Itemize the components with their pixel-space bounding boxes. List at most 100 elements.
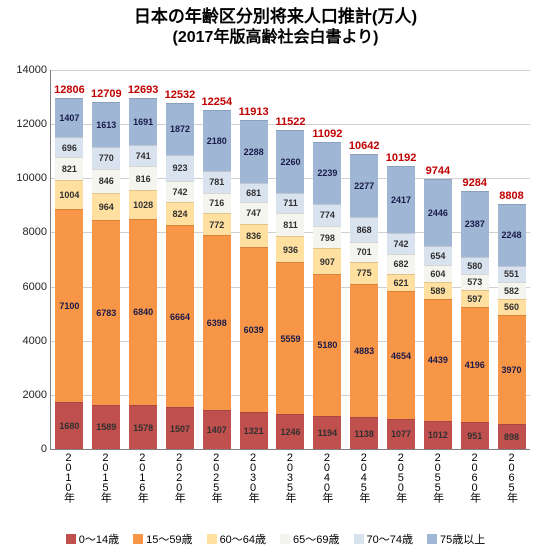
segment-value: 1589 — [96, 422, 116, 432]
segment-value: 4654 — [391, 351, 411, 361]
segment-value: 2180 — [207, 136, 227, 146]
bar-segment: 1194 — [313, 416, 341, 449]
bar-segment: 1680 — [55, 402, 83, 449]
segment-value: 824 — [172, 209, 187, 219]
bar-segment: 1691 — [129, 98, 157, 145]
segment-value: 573 — [467, 277, 482, 287]
segment-value: 6398 — [207, 318, 227, 328]
segment-value: 741 — [136, 151, 151, 161]
bar-segment: 1012 — [424, 421, 452, 449]
bar-total-label: 12806 — [54, 84, 85, 96]
bar-column: 11384883775701868227710642 — [350, 154, 378, 449]
x-tick-label: 2045年 — [356, 452, 372, 501]
segment-value: 682 — [394, 259, 409, 269]
segment-value: 846 — [99, 176, 114, 186]
bar-segment: 2239 — [313, 142, 341, 204]
y-tick-label: 6000 — [23, 281, 51, 293]
bar-column: 11945180907798774223911092 — [313, 142, 341, 449]
bar-segment: 711 — [276, 193, 304, 213]
segment-value: 1004 — [59, 190, 79, 200]
bar-column: 13216039836747681228811913 — [240, 120, 268, 449]
segment-value: 3970 — [502, 365, 522, 375]
bar-total-label: 10642 — [349, 140, 380, 152]
legend-item: 75歳以上 — [427, 531, 485, 547]
bar-segment: 2417 — [387, 166, 415, 233]
bar-total-label: 10192 — [386, 152, 417, 164]
segment-value: 2288 — [244, 147, 264, 157]
segment-value: 1246 — [280, 427, 300, 437]
legend-item: 15～59歳 — [133, 531, 192, 547]
segment-value: 589 — [430, 286, 445, 296]
bar-segment: 696 — [55, 137, 83, 157]
x-tick-label: 2050年 — [393, 452, 409, 501]
segment-value: 747 — [246, 208, 261, 218]
legend-item: 70～74歳 — [354, 531, 413, 547]
plot-area: 0200040006000800010000120001400016807100… — [50, 70, 530, 450]
bars-row: 1680710010048216961407128061589678396484… — [51, 70, 530, 449]
segment-value: 811 — [283, 220, 298, 230]
legend-label: 0～14歳 — [79, 531, 119, 547]
segment-value: 1680 — [59, 421, 79, 431]
bar-segment: 2180 — [203, 110, 231, 170]
segment-value: 6840 — [133, 307, 153, 317]
y-tick-label: 10000 — [16, 172, 51, 184]
bar-segment: 774 — [313, 204, 341, 226]
segment-value: 6664 — [170, 312, 190, 322]
segment-value: 621 — [394, 278, 409, 288]
bar-column: 1012443958960465424469744 — [424, 179, 452, 449]
bar-segment: 1407 — [55, 98, 83, 137]
bar-segment: 1589 — [92, 405, 120, 449]
bar-segment: 5180 — [313, 274, 341, 416]
legend-item: 65～69歳 — [280, 531, 339, 547]
bar-segment: 898 — [498, 424, 526, 449]
bar-segment: 4196 — [461, 307, 489, 422]
bar-total-label: 8808 — [499, 190, 523, 202]
bar-segment: 770 — [92, 147, 120, 169]
chart-titles: 日本の年齢区分別将来人口推計(万人) (2017年版高齢社会白書より) — [0, 0, 551, 49]
segment-value: 1507 — [170, 424, 190, 434]
segment-value: 2260 — [280, 157, 300, 167]
segment-value: 604 — [430, 269, 445, 279]
bar-segment: 742 — [387, 233, 415, 254]
y-tick-label: 4000 — [23, 335, 51, 347]
segment-value: 798 — [320, 233, 335, 243]
bar-column: 15896783964846770161312709 — [92, 102, 120, 449]
x-tick-label: 2055年 — [430, 452, 446, 501]
bar-segment: 6039 — [240, 247, 268, 412]
segment-value: 1138 — [354, 429, 374, 439]
legend-item: 0～14歳 — [66, 531, 119, 547]
x-tick-label: 2020年 — [171, 452, 187, 501]
segment-value: 1194 — [318, 428, 338, 438]
bar-segment: 2248 — [498, 204, 526, 266]
bar-segment: 836 — [240, 224, 268, 248]
bar-segment: 573 — [461, 274, 489, 291]
bar-total-label: 9284 — [462, 177, 486, 189]
legend-swatch — [427, 534, 437, 544]
y-tick-label: 12000 — [16, 118, 51, 130]
segment-value: 836 — [246, 231, 261, 241]
x-tick-label: 2010年 — [60, 452, 76, 501]
bar-segment: 597 — [461, 290, 489, 307]
legend-swatch — [354, 534, 364, 544]
legend-swatch — [207, 534, 217, 544]
y-tick-label: 14000 — [16, 64, 51, 76]
bar-segment: 621 — [387, 274, 415, 292]
bar-column: 168071001004821696140712806 — [55, 98, 83, 449]
bar-segment: 604 — [424, 265, 452, 282]
bar-segment: 741 — [129, 145, 157, 166]
bar-segment: 4654 — [387, 291, 415, 418]
x-tick-label: 2016年 — [134, 452, 150, 501]
bar-total-label: 12693 — [128, 84, 159, 96]
segment-value: 951 — [467, 431, 482, 441]
segment-value: 4883 — [354, 346, 374, 356]
legend-swatch — [280, 534, 290, 544]
bar-total-label: 11522 — [275, 116, 305, 128]
bar-segment: 682 — [387, 254, 415, 274]
segment-value: 2277 — [354, 181, 374, 191]
segment-value: 907 — [320, 257, 335, 267]
legend-swatch — [133, 534, 143, 544]
bar-segment: 560 — [498, 299, 526, 315]
segment-value: 1012 — [428, 430, 448, 440]
legend-swatch — [66, 534, 76, 544]
segment-value: 701 — [357, 247, 372, 257]
